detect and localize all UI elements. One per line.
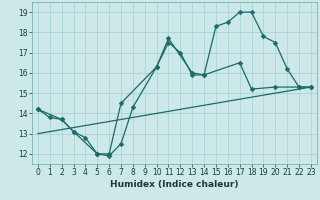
X-axis label: Humidex (Indice chaleur): Humidex (Indice chaleur) bbox=[110, 180, 239, 189]
